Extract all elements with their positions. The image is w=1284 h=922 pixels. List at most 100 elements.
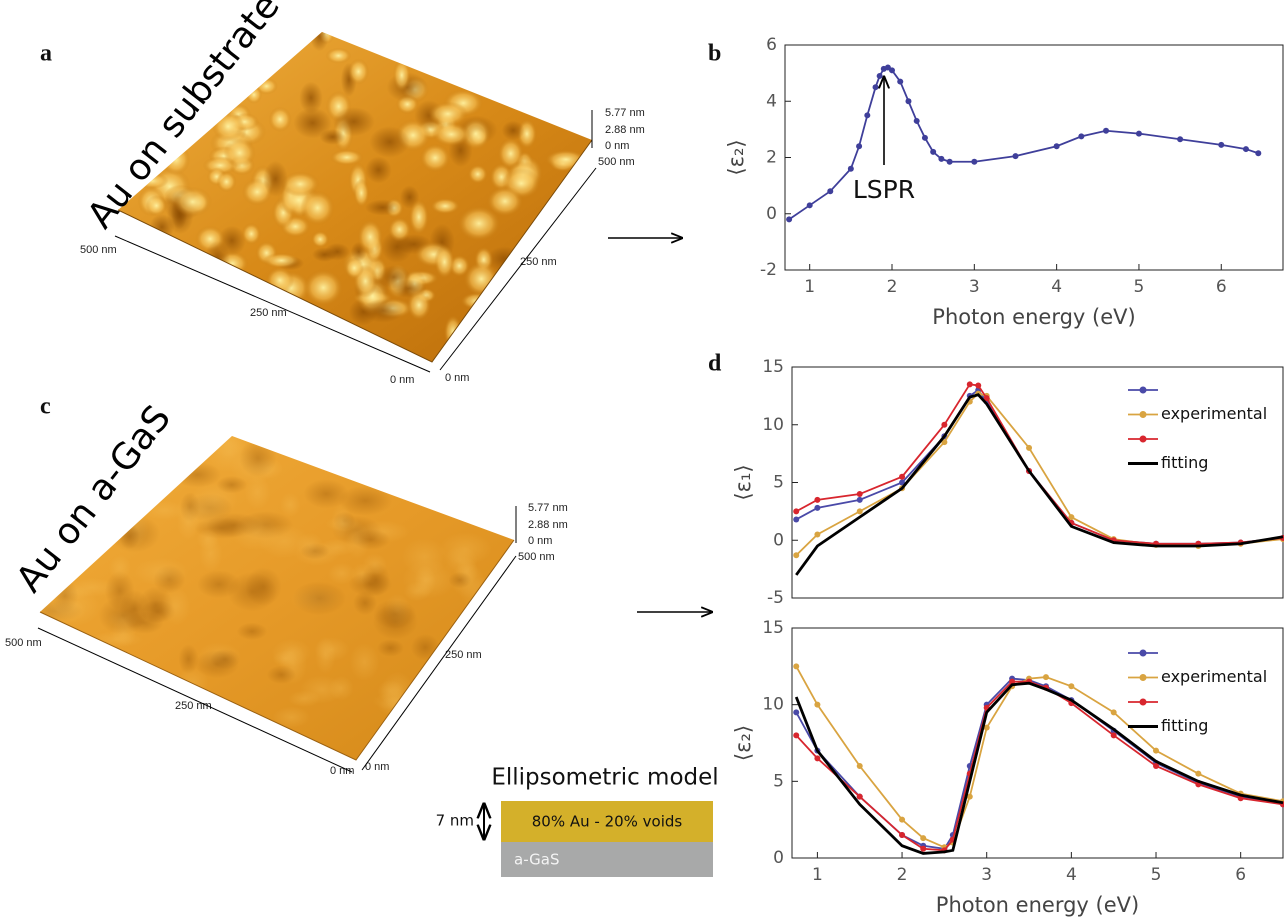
afm-grain — [365, 156, 392, 184]
afm-texture — [135, 32, 592, 349]
afm-grain — [216, 475, 248, 494]
x-tick-label: 3 — [969, 277, 980, 297]
afm-grain — [300, 190, 335, 226]
height-label: 5.77 nm — [528, 502, 568, 514]
x-tick-label: 2 — [887, 277, 898, 297]
afm-grain — [48, 586, 101, 626]
data-point — [899, 832, 906, 838]
data-point — [814, 701, 821, 708]
afm-axis — [114, 235, 431, 373]
y-tick-label: 0 — [766, 204, 777, 224]
afm-grain — [419, 143, 451, 173]
x-tick-label: 5 — [1151, 865, 1162, 885]
afm-grain — [501, 120, 525, 141]
data-point — [983, 724, 990, 731]
afm-grain — [236, 622, 268, 641]
afm-grain — [364, 199, 400, 216]
axis-label: 500 nm — [598, 156, 635, 168]
legend-marker — [1139, 386, 1147, 394]
afm-grain — [173, 186, 213, 217]
data-point — [899, 479, 906, 486]
afm-grain — [473, 605, 514, 633]
axis-label: 0 nm — [365, 761, 389, 773]
afm-grain — [347, 58, 370, 85]
afm-axis — [37, 627, 353, 773]
afm-grain — [303, 269, 344, 307]
data-point — [946, 158, 953, 165]
y-axis-label: ⟨ε₂⟩ — [731, 725, 755, 761]
afm-grain — [212, 110, 245, 142]
afm-grain — [196, 528, 219, 550]
x-axis-label: Photon energy (eV) — [932, 305, 1135, 329]
data-point — [913, 117, 920, 124]
data-point — [1153, 763, 1160, 769]
afm-grain — [457, 205, 501, 242]
afm-grain — [108, 555, 132, 581]
series-line — [795, 680, 1284, 852]
data-point — [1068, 514, 1075, 521]
afm-grain — [369, 126, 410, 158]
axis-label: 0 nm — [445, 372, 469, 384]
data-point — [1195, 770, 1202, 777]
data-point — [1026, 444, 1033, 451]
afm-grain — [406, 289, 432, 321]
afm-grain — [432, 122, 471, 147]
afm-grain — [486, 185, 524, 217]
data-point — [793, 663, 800, 670]
afm-grain — [178, 644, 199, 675]
axis-label: 250 nm — [445, 649, 482, 661]
data-point — [930, 148, 937, 155]
afm-grain — [548, 218, 582, 241]
data-point — [920, 835, 927, 842]
height-label: 0 nm — [605, 140, 629, 152]
afm-grain — [227, 572, 277, 612]
afm-grain — [373, 599, 417, 630]
data-point — [1242, 146, 1249, 153]
series-line — [794, 681, 1284, 855]
afm-grain — [314, 637, 350, 662]
x-tick-label: 6 — [1235, 865, 1246, 885]
afm-grain — [387, 217, 412, 242]
data-point — [975, 382, 982, 389]
data-point — [872, 84, 879, 91]
thickness-label: 7 nm — [436, 812, 474, 830]
afm-grain — [497, 137, 524, 170]
legend-marker — [1139, 674, 1147, 681]
y-tick-label: -5 — [767, 588, 784, 608]
y-tick-label: 10 — [762, 695, 784, 715]
afm-grain — [327, 562, 356, 585]
x-tick-label: 4 — [1066, 865, 1077, 885]
data-point — [1078, 133, 1085, 140]
data-point — [1135, 130, 1142, 137]
afm-grain — [265, 266, 295, 294]
afm-grain — [295, 532, 324, 557]
afm-grain — [438, 532, 492, 565]
afm-grain — [377, 639, 405, 657]
afm-image-a — [117, 32, 593, 363]
legend-marker — [1139, 435, 1147, 443]
afm-grain — [223, 138, 256, 168]
afm-edge — [117, 139, 593, 363]
axis-label: 250 nm — [175, 700, 212, 712]
afm-grain — [325, 515, 360, 532]
data-point — [847, 165, 854, 172]
y-tick-label: -2 — [760, 260, 777, 280]
data-point — [1110, 732, 1117, 739]
data-point — [856, 763, 863, 769]
axis-label: 500 nm — [5, 637, 42, 649]
data-point — [1218, 141, 1225, 148]
data-point — [856, 143, 863, 150]
afm-grain — [216, 171, 237, 193]
afm-grain — [245, 85, 263, 104]
panel-label: d — [708, 351, 722, 377]
afm-grain — [239, 439, 277, 477]
afm-grain — [280, 171, 320, 197]
afm-grain — [173, 461, 222, 488]
panel-label: b — [708, 41, 721, 67]
charts: 1 2 3 4 5 6 -2 0 2 4 6 Photon energy (eV) ⟨ε₂⟩ LSPR -5… — [724, 35, 1284, 917]
axis-label: 250 nm — [250, 307, 287, 319]
data-point — [920, 845, 927, 852]
data-point — [1009, 678, 1016, 685]
data-point — [1053, 143, 1060, 150]
data-point — [856, 508, 863, 515]
